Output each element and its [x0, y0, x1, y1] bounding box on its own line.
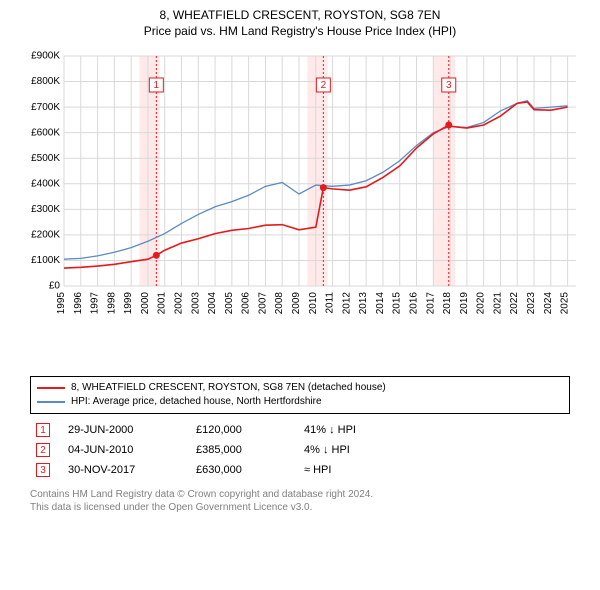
event-row: 3 30-NOV-2017 £630,000 ≈ HPI	[30, 460, 570, 480]
event-marker-point	[445, 122, 452, 129]
x-tick-label: 2001	[157, 292, 168, 315]
x-tick-label: 1997	[90, 292, 101, 315]
footer-line: Contains HM Land Registry data © Crown c…	[30, 488, 570, 501]
x-tick-label: 2010	[308, 292, 319, 315]
legend-swatch	[37, 387, 65, 389]
y-tick-label: £400K	[31, 178, 60, 189]
x-tick-label: 1996	[73, 292, 84, 315]
event-marker-point	[320, 184, 327, 191]
legend-label: 8, WHEATFIELD CRESCENT, ROYSTON, SG8 7EN…	[71, 381, 386, 395]
event-marker-icon: 1	[36, 423, 50, 437]
x-tick-label: 2021	[492, 292, 503, 315]
x-tick-label: 2004	[207, 292, 218, 315]
x-tick-label: 2006	[241, 292, 252, 315]
y-tick-label: £700K	[31, 102, 60, 113]
event-row: 1 29-JUN-2000 £120,000 41% ↓ HPI	[30, 420, 570, 440]
event-marker-label: 1	[154, 80, 160, 91]
legend-box: 8, WHEATFIELD CRESCENT, ROYSTON, SG8 7EN…	[30, 376, 570, 414]
legend-label: HPI: Average price, detached house, Nort…	[71, 395, 322, 409]
y-tick-label: £800K	[31, 76, 60, 87]
x-tick-label: 2003	[190, 292, 201, 315]
y-tick-label: £300K	[31, 204, 60, 215]
line-chart-svg: £0 £100K £200K £300K £400K £500K £600K £700K £80…	[20, 46, 580, 346]
x-tick-label: 2012	[341, 292, 352, 315]
x-tick-label: 2025	[560, 292, 571, 315]
x-tick-label: 2005	[224, 292, 235, 315]
event-date: 04-JUN-2010	[68, 444, 178, 456]
event-note: 4% ↓ HPI	[304, 444, 404, 456]
event-date: 30-NOV-2017	[68, 464, 178, 476]
event-marker-label: 3	[446, 80, 452, 91]
legend-swatch	[37, 401, 65, 403]
event-marker-icon: 2	[36, 443, 50, 457]
x-tick-label: 2023	[526, 292, 537, 315]
x-tick-label: 2007	[257, 292, 268, 315]
event-marker-label: 2	[321, 80, 327, 91]
event-note: ≈ HPI	[304, 464, 404, 476]
x-tick-label: 2024	[543, 292, 554, 315]
y-tick-label: £600K	[31, 127, 60, 138]
x-tick-label: 2013	[358, 292, 369, 315]
x-tick-label: 2008	[274, 292, 285, 315]
event-price: £630,000	[196, 464, 286, 476]
event-marker-point	[153, 252, 160, 259]
x-tick-label: 2019	[459, 292, 470, 315]
x-tick-label: 2022	[509, 292, 520, 315]
x-tick-label: 1999	[123, 292, 134, 315]
x-tick-label: 2002	[174, 292, 185, 315]
y-tick-label: £0	[49, 281, 61, 292]
y-tick-label: £900K	[31, 51, 60, 62]
chart-area: £0 £100K £200K £300K £400K £500K £600K £700K £80…	[20, 46, 580, 346]
legend-item: 8, WHEATFIELD CRESCENT, ROYSTON, SG8 7EN…	[37, 381, 563, 395]
chart-title: 8, WHEATFIELD CRESCENT, ROYSTON, SG8 7EN	[8, 8, 592, 22]
y-tick-label: £100K	[31, 255, 60, 266]
event-row: 2 04-JUN-2010 £385,000 4% ↓ HPI	[30, 440, 570, 460]
x-tick-label: 2011	[325, 292, 336, 314]
x-tick-label: 1998	[106, 292, 117, 315]
y-tick-label: £200K	[31, 230, 60, 241]
chart-subtitle: Price paid vs. HM Land Registry's House …	[8, 24, 592, 38]
events-table: 1 29-JUN-2000 £120,000 41% ↓ HPI 2 04-JU…	[30, 420, 570, 480]
event-marker-icon: 3	[36, 463, 50, 477]
footer: Contains HM Land Registry data © Crown c…	[30, 488, 570, 514]
y-tick-label: £500K	[31, 153, 60, 164]
x-tick-label: 2017	[425, 292, 436, 315]
x-tick-label: 2016	[409, 292, 420, 315]
legend-item: HPI: Average price, detached house, Nort…	[37, 395, 563, 409]
x-tick-label: 1995	[56, 292, 67, 315]
x-tick-label: 2015	[392, 292, 403, 315]
event-price: £385,000	[196, 444, 286, 456]
footer-line: This data is licensed under the Open Gov…	[30, 501, 570, 514]
x-tick-label: 2020	[476, 292, 487, 315]
event-note: 41% ↓ HPI	[304, 424, 404, 436]
event-price: £120,000	[196, 424, 286, 436]
x-tick-label: 2000	[140, 292, 151, 315]
x-tick-label: 2009	[291, 292, 302, 315]
x-tick-label: 2014	[375, 292, 386, 315]
x-tick-label: 2018	[442, 292, 453, 315]
event-date: 29-JUN-2000	[68, 424, 178, 436]
